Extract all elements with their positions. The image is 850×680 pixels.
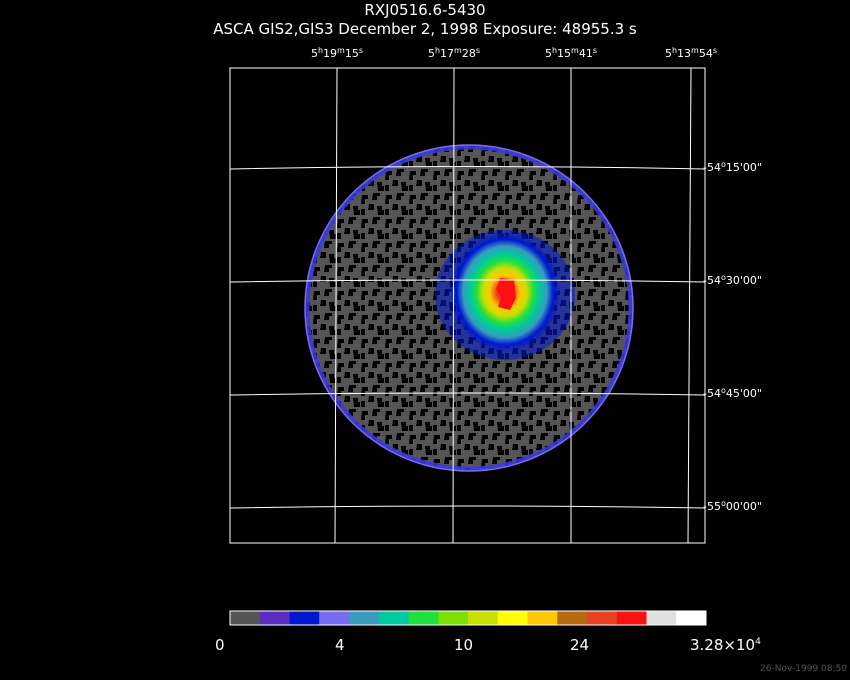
colorbar-swatch: [230, 611, 261, 625]
colorbar-swatch: [676, 611, 707, 625]
dec-tick-label: -55o00'00": [703, 499, 762, 513]
detector-field: [304, 144, 634, 472]
dec-degrees-unit: o: [720, 499, 726, 508]
ra-hours: 5: [427, 47, 435, 60]
ra-minutes-unit: m: [454, 46, 462, 55]
ra-seconds-unit: s: [475, 46, 481, 55]
ra-tick-label: 5h13m54s: [651, 46, 731, 60]
dec-degrees: -54: [703, 274, 721, 287]
dec-gridline: [229, 279, 706, 283]
colorbar: [230, 611, 707, 625]
colorbar-swatch: [408, 611, 439, 625]
dec-arcmin: 00'00": [725, 500, 762, 513]
ra-seconds-unit: s: [712, 46, 718, 55]
dec-gridline: [229, 392, 706, 396]
ra-seconds-unit: s: [592, 46, 598, 55]
dec-tick-label: -54o30'00": [703, 273, 762, 287]
ra-tick-label: 5h17m28s: [414, 46, 494, 60]
colorbar-swatch: [349, 611, 380, 625]
ra-hours: 5: [544, 47, 552, 60]
ra-minutes-unit: m: [337, 46, 345, 55]
dec-degrees: -55: [703, 500, 721, 513]
colorbar-swatch: [468, 611, 499, 625]
ra-seconds: 41: [578, 47, 593, 60]
colorbar-swatch: [438, 611, 469, 625]
chart-subtitle: ASCA GIS2,GIS3 December 2, 1998 Exposure…: [213, 20, 637, 38]
colorbar-tick-label: 4: [335, 636, 345, 654]
ra-hours-unit: h: [671, 46, 678, 55]
colorbar-tick-label: 24: [570, 636, 590, 654]
colorbar-frame: [229, 610, 707, 626]
dec-gridline: [229, 166, 706, 170]
colorbar-swatch: [497, 611, 528, 625]
ra-minutes: 17: [440, 47, 455, 60]
dec-arcmin: 30'00": [725, 274, 762, 287]
colorbar-tick-label: 10: [454, 636, 474, 654]
colorbar-swatch: [259, 611, 290, 625]
ra-seconds: 54: [698, 47, 713, 60]
ra-hours-unit: h: [551, 46, 558, 55]
ra-seconds: 15: [344, 47, 359, 60]
colorbar-swatch: [289, 611, 320, 625]
ra-minutes: 19: [323, 47, 338, 60]
dec-gridline: [229, 505, 706, 509]
colorbar-swatch: [527, 611, 558, 625]
colorbar-max-base: 3.28×10: [690, 636, 756, 654]
chart-title: RXJ0516.6-5430: [364, 1, 486, 19]
ra-tick-label: 5h19m15s: [297, 46, 377, 60]
dec-tick-label: -54o45'00": [703, 386, 762, 400]
colorbar-max-exponent: 4: [755, 637, 761, 647]
ra-minutes-unit: m: [571, 46, 579, 55]
dec-tick-label: -54o15'00": [703, 160, 762, 174]
ra-hours: 5: [664, 47, 672, 60]
colorbar-swatch: [319, 611, 350, 625]
ra-hours-unit: h: [434, 46, 441, 55]
dec-degrees-unit: o: [720, 386, 726, 395]
ra-gridline: [452, 67, 455, 544]
colorbar-swatch: [616, 611, 647, 625]
ra-minutes: 15: [557, 47, 572, 60]
plot-frame: [229, 67, 706, 544]
dec-degrees-unit: o: [720, 273, 726, 282]
ra-hours: 5: [310, 47, 318, 60]
ra-hours-unit: h: [317, 46, 324, 55]
colorbar-tick-label: 0: [215, 636, 225, 654]
dec-degrees-unit: o: [720, 160, 726, 169]
dec-arcmin: 45'00": [725, 387, 762, 400]
dec-degrees: -54: [703, 387, 721, 400]
timestamp: 26-Nov-1999 08:50: [760, 664, 847, 674]
dec-arcmin: 15'00": [725, 161, 762, 174]
ra-gridline: [334, 67, 338, 544]
colorbar-max-label: 3.28×104: [690, 636, 761, 654]
ra-seconds: 28: [461, 47, 476, 60]
coordinate-grid: [229, 67, 706, 544]
ra-minutes: 13: [677, 47, 692, 60]
dec-degrees: -54: [703, 161, 721, 174]
ra-seconds-unit: s: [358, 46, 364, 55]
colorbar-swatch: [587, 611, 618, 625]
colorbar-swatch: [557, 611, 588, 625]
colorbar-swatch: [646, 611, 677, 625]
colorbar-swatch: [378, 611, 409, 625]
ra-minutes-unit: m: [691, 46, 699, 55]
ra-tick-label: 5h15m41s: [531, 46, 611, 60]
ra-gridline: [687, 67, 692, 544]
